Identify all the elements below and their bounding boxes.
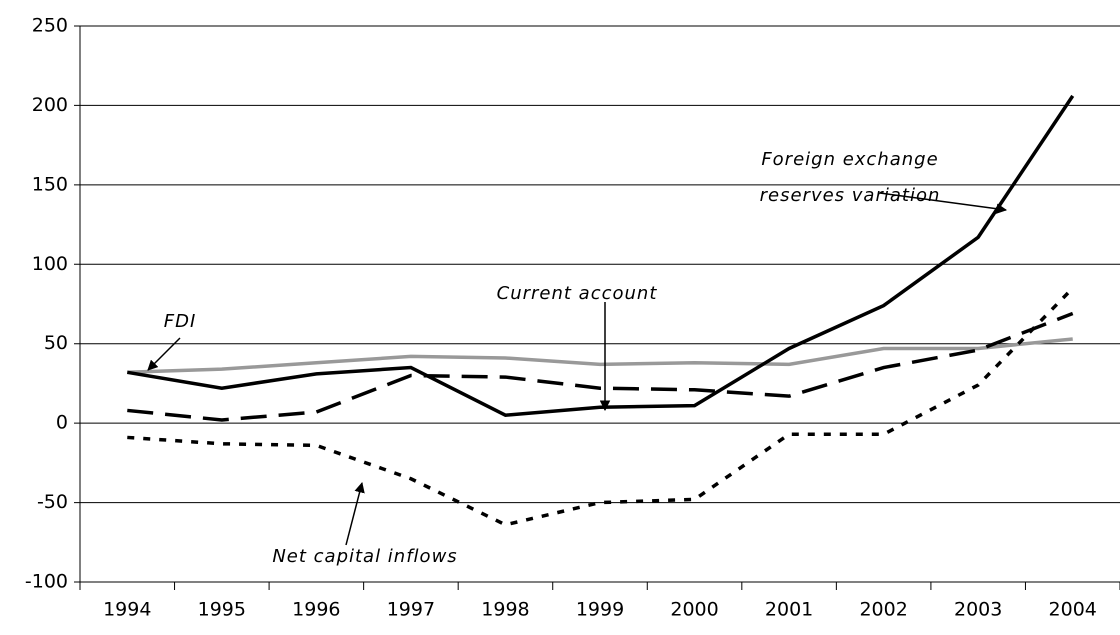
y-tick-label: 150	[32, 173, 68, 195]
annotation: Foreign exchange	[761, 149, 938, 170]
x-tick-label: 1999	[576, 599, 624, 621]
x-tick-label: 1994	[103, 599, 151, 621]
series-line	[127, 311, 1074, 422]
x-tick-label: 1996	[292, 599, 340, 621]
annotation-arrows	[147, 192, 1008, 546]
y-tick-label: -100	[25, 571, 68, 593]
x-tick-label: 1998	[481, 599, 529, 621]
x-tick-label: 2003	[954, 599, 1002, 621]
y-tick-label: -50	[37, 491, 68, 513]
x-tick-label: 2004	[1049, 599, 1097, 621]
y-tick-label: 0	[56, 412, 68, 434]
x-tick-label: 2002	[859, 599, 907, 621]
y-tick-label: 200	[32, 94, 68, 116]
y-tick-label: 250	[32, 15, 68, 37]
x-tick-label: 1995	[198, 599, 246, 621]
annotation: Net capital inflows	[272, 546, 457, 567]
annotation: FDI	[164, 311, 197, 332]
x-tick-label: 1997	[387, 599, 435, 621]
arrow	[147, 337, 181, 371]
arrow	[879, 192, 1008, 214]
series-line	[127, 337, 1073, 375]
arrow	[345, 481, 365, 546]
annotation: reserves variation	[760, 185, 941, 206]
y-tick-label: 100	[32, 253, 68, 275]
x-tick-label: 2000	[670, 599, 718, 621]
x-tick-label: 2001	[765, 599, 813, 621]
y-tick-label: 50	[44, 332, 68, 354]
annotation: Current account	[497, 283, 658, 304]
